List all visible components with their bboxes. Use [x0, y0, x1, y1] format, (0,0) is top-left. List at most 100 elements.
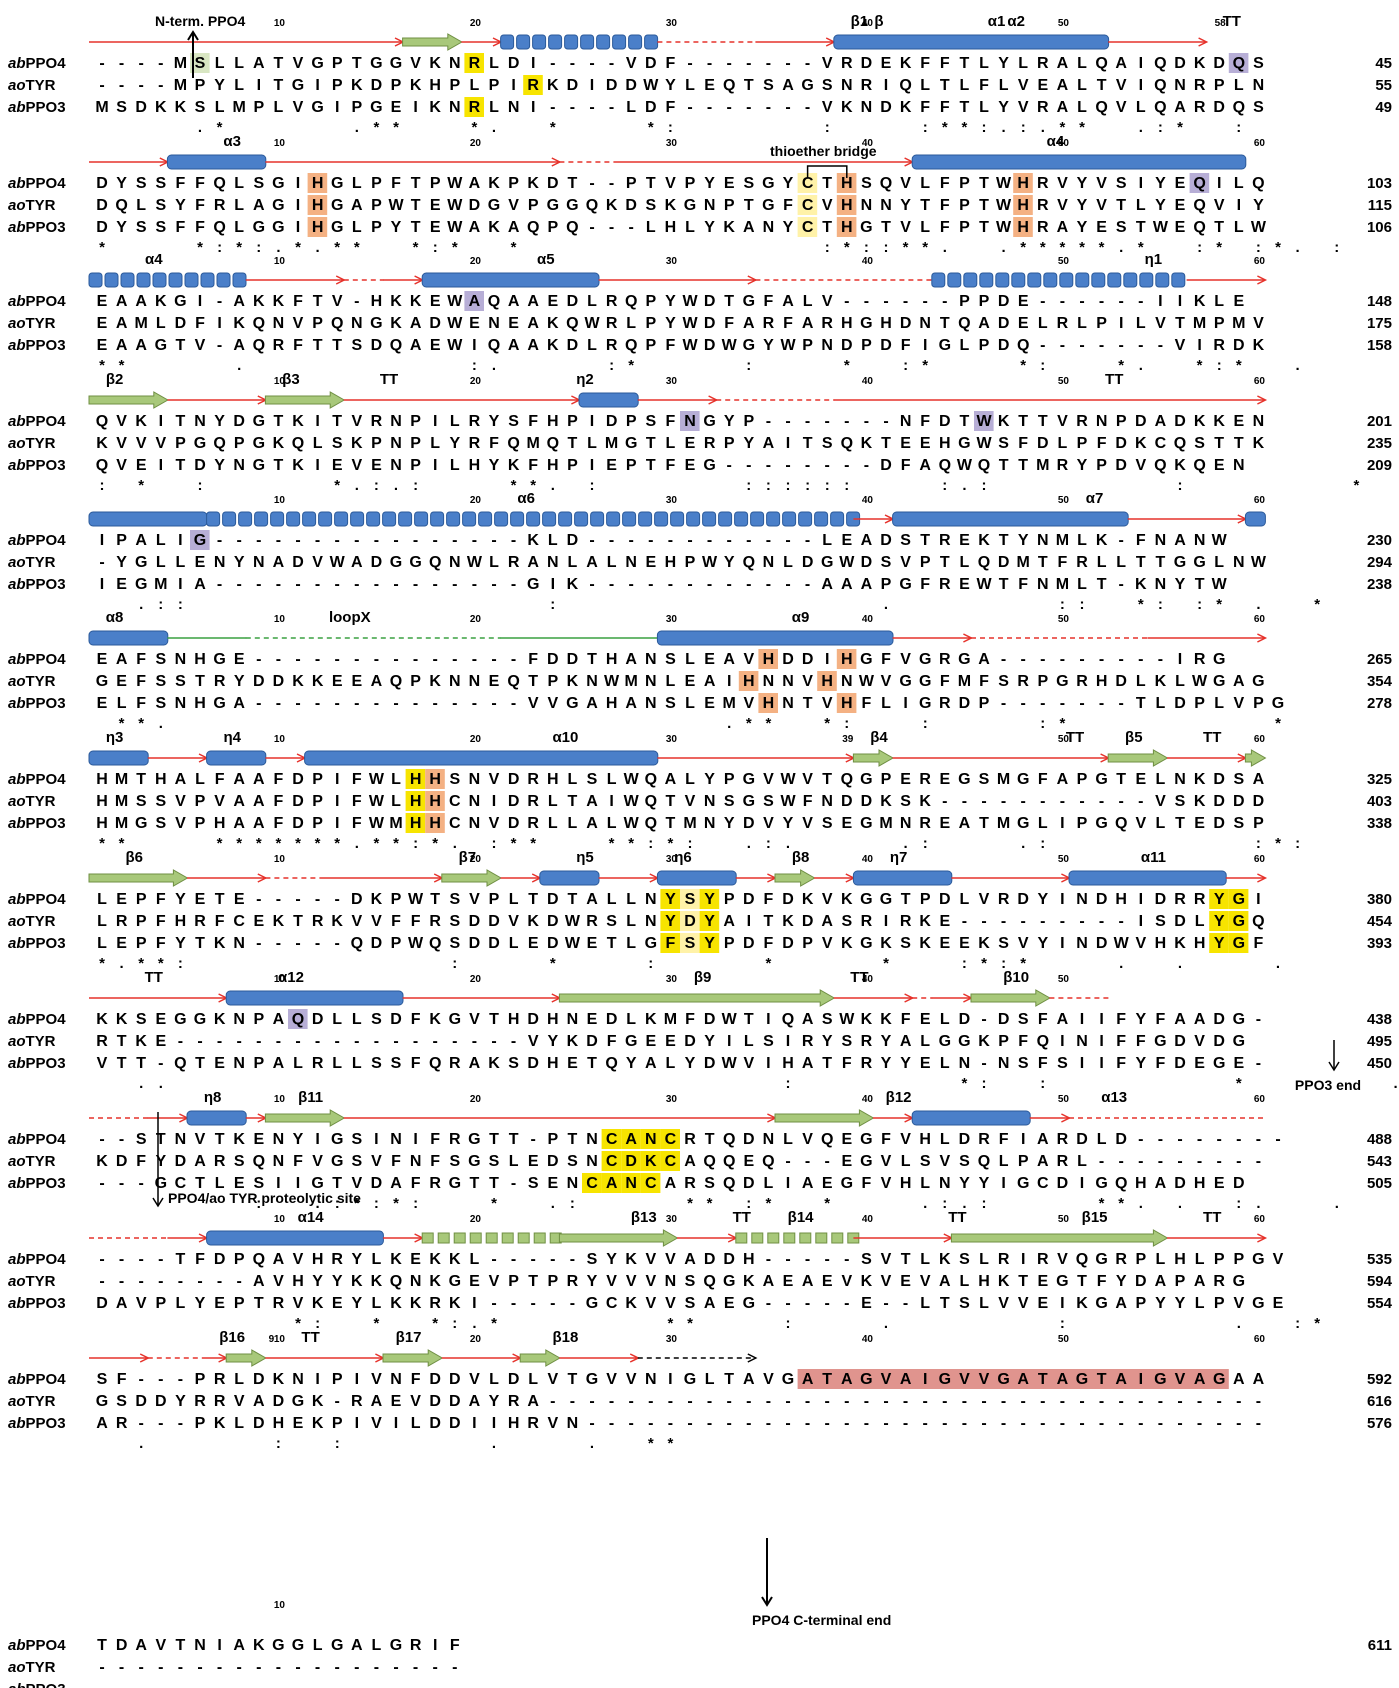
residue: N [763, 1131, 775, 1148]
residue: H [194, 695, 206, 712]
residue: Y [783, 175, 794, 192]
residue: W [408, 935, 424, 952]
helix-segment [88, 272, 103, 288]
residue: V [351, 413, 362, 430]
consensus-symbol: * [1275, 715, 1281, 732]
alpha-helix [88, 630, 169, 646]
residue: - [1236, 1153, 1241, 1170]
residue: H [919, 1131, 931, 1148]
residue: M [174, 77, 187, 94]
ruler-number: 60 [1254, 1094, 1266, 1105]
residue: - [315, 695, 320, 712]
residue: G [743, 337, 755, 354]
residue: T [313, 293, 323, 310]
residue: L [705, 1371, 715, 1388]
beta-strand [88, 869, 189, 887]
residue-highlight [699, 933, 720, 953]
ruler-number: 30 [666, 614, 678, 625]
residue: A [861, 532, 873, 549]
residue: D [1037, 435, 1049, 452]
residue: H [292, 1273, 304, 1290]
residue: L [1077, 1153, 1087, 1170]
residue: A [194, 576, 206, 593]
residue: F [783, 197, 793, 214]
residue: D [253, 1371, 265, 1388]
ruler-number: 20 [470, 1214, 482, 1225]
residue: K [312, 1393, 324, 1410]
ruler-number: 20 [470, 495, 482, 506]
residue: K [371, 1273, 383, 1290]
sequence-name: aoTYR [8, 554, 56, 571]
helix-segment [995, 272, 1010, 288]
sequence-name: abPPO4 [8, 1131, 66, 1148]
consensus-symbol: * [1314, 596, 1320, 613]
residue: Y [214, 413, 225, 430]
residue: E [1273, 1295, 1284, 1312]
residue: G [958, 771, 970, 788]
residue: - [1158, 1153, 1163, 1170]
residue: E [881, 55, 892, 72]
residue: L [646, 219, 656, 236]
residue: N [763, 673, 775, 690]
residue: K [880, 1011, 892, 1028]
residue: S [763, 77, 774, 94]
ss-label: TT [948, 1209, 966, 1226]
ruler-number: 20 [470, 614, 482, 625]
residue: L [156, 554, 166, 571]
residue: M [1056, 532, 1069, 549]
alpha-helix [421, 272, 600, 288]
residue: R [273, 337, 285, 354]
consensus-symbol: : [1060, 596, 1065, 613]
consensus-symbol: * [334, 239, 340, 256]
residue: Y [959, 1175, 970, 1192]
residue: H [547, 1011, 559, 1028]
residue: D [429, 1415, 441, 1432]
residue: E [332, 1295, 343, 1312]
residue: - [707, 532, 712, 549]
residue: T [666, 793, 676, 810]
residue: V [116, 435, 127, 452]
residue: - [158, 1681, 163, 1688]
helix-segment [500, 34, 515, 50]
residue: G [547, 197, 559, 214]
helix-segment [1011, 272, 1026, 288]
consensus-symbol: : [1295, 1315, 1300, 1332]
residue: V [979, 1371, 990, 1388]
residue: - [413, 576, 418, 593]
residue: R [684, 1175, 696, 1192]
residue: - [354, 1681, 359, 1688]
residue: K [978, 1033, 990, 1050]
residue: R [802, 1033, 814, 1050]
residue: G [1076, 1371, 1088, 1388]
residue: T [528, 891, 538, 908]
residue: G [1017, 1175, 1029, 1192]
residue: V [685, 793, 696, 810]
consensus-symbol: * [628, 357, 634, 374]
residue: H [1135, 1175, 1147, 1192]
residue: D [1213, 1011, 1225, 1028]
residue: Y [116, 175, 127, 192]
residue: L [999, 77, 1009, 94]
helix-segment [702, 511, 717, 527]
residue: S [1233, 815, 1244, 832]
residue: G [860, 935, 872, 952]
residue: A [175, 771, 187, 788]
residue: E [97, 293, 108, 310]
helix-segment [136, 272, 151, 288]
residue: K [861, 435, 873, 452]
residue: K [214, 1011, 226, 1028]
residue: I [296, 219, 300, 236]
residue: D [861, 554, 873, 571]
residue: F [352, 815, 362, 832]
residue: L [666, 1055, 676, 1072]
residue: K [547, 337, 559, 354]
residue: - [393, 1033, 398, 1050]
residue: - [981, 913, 986, 930]
residue: T [117, 1055, 127, 1072]
residue: - [1079, 1393, 1084, 1410]
residue: P [1135, 1251, 1146, 1268]
residue: G [272, 1637, 284, 1654]
ss-label: loopX [329, 609, 371, 626]
proteolytic-label: PPO4/ao TYR proteolytic site [168, 1190, 361, 1206]
residue: S [822, 815, 833, 832]
